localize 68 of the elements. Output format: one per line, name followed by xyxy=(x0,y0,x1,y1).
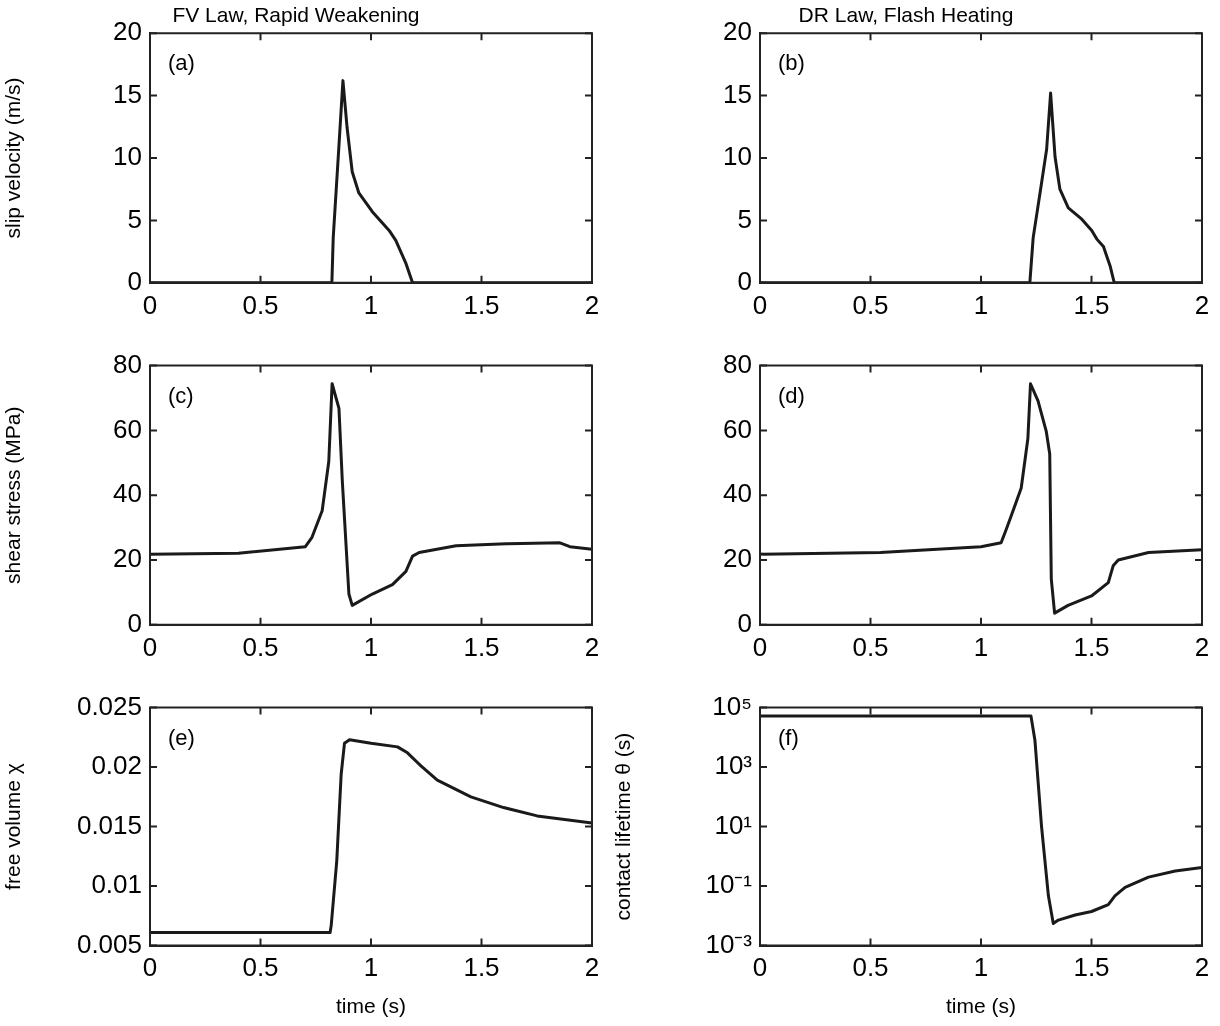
y-tick-label: 80 xyxy=(113,348,142,379)
y-tick-label: 80 xyxy=(723,348,752,379)
annotation: (c) xyxy=(168,382,194,408)
y-tick-label: 5 xyxy=(127,203,142,234)
annotation: (f) xyxy=(778,724,799,750)
annotation: (a) xyxy=(168,50,195,76)
x-tick-label: 1.5 xyxy=(1073,952,1110,983)
chart-title: DR Law, Flash Heating xyxy=(798,3,1014,27)
y-tick-label: 20 xyxy=(113,16,142,47)
x-axis-title: time (s) xyxy=(946,994,1016,1018)
x-tick-label: 1.5 xyxy=(463,631,500,662)
x-tick-label: 0.5 xyxy=(242,289,279,320)
y-tick-label: 0.005 xyxy=(76,928,142,959)
chart-title: FV Law, Rapid Weakening xyxy=(172,3,420,27)
y-tick-label: 0 xyxy=(127,265,142,296)
y-tick-label: 10⁻¹ xyxy=(705,869,753,900)
x-tick-label: 1 xyxy=(363,952,379,983)
x-axis-title: time (s) xyxy=(336,994,406,1018)
y-tick-label: 10⁻³ xyxy=(705,928,753,959)
x-tick-label: 1 xyxy=(973,952,989,983)
y-tick-label: 0 xyxy=(127,607,142,638)
annotation: (d) xyxy=(778,382,805,408)
x-tick-label: 2 xyxy=(1194,289,1210,320)
x-tick-label: 0.5 xyxy=(852,631,889,662)
y-axis-title: contact lifetime θ (s) xyxy=(611,732,635,921)
y-tick-label: 20 xyxy=(723,543,752,574)
y-tick-label: 15 xyxy=(723,78,752,109)
y-tick-label: 60 xyxy=(113,413,142,444)
y-axis-title: slip velocity (m/s) xyxy=(1,77,25,239)
x-tick-label: 0.5 xyxy=(242,952,279,983)
y-tick-label: 0.01 xyxy=(91,869,142,900)
y-tick-label: 10 xyxy=(723,141,752,172)
x-tick-label: 0.5 xyxy=(242,631,279,662)
y-tick-label: 0.02 xyxy=(91,750,142,781)
x-tick-label: 2 xyxy=(1194,631,1210,662)
y-tick-label: 10³ xyxy=(714,750,753,781)
y-tick-label: 40 xyxy=(723,478,752,509)
y-tick-label: 0.025 xyxy=(76,690,142,721)
y-tick-label: 40 xyxy=(113,478,142,509)
y-tick-label: 15 xyxy=(113,78,142,109)
x-tick-label: 1 xyxy=(363,631,379,662)
y-tick-label: 10¹ xyxy=(714,809,753,840)
x-tick-label: 2 xyxy=(584,952,600,983)
y-tick-label: 10 xyxy=(113,141,142,172)
y-tick-label: 0 xyxy=(737,607,752,638)
annotation: (e) xyxy=(168,724,195,750)
x-tick-label: 1.5 xyxy=(463,952,500,983)
y-tick-label: 0 xyxy=(737,265,752,296)
x-tick-label: 2 xyxy=(584,289,600,320)
x-tick-label: 1.5 xyxy=(463,289,500,320)
y-tick-label: 20 xyxy=(113,543,142,574)
x-tick-label: 1 xyxy=(973,289,989,320)
x-tick-label: 0.5 xyxy=(852,952,889,983)
y-axis-title: free volume χ xyxy=(1,763,25,890)
annotation: (b) xyxy=(778,50,805,76)
y-tick-label: 5 xyxy=(737,203,752,234)
x-tick-label: 1.5 xyxy=(1073,289,1110,320)
x-tick-label: 1 xyxy=(973,631,989,662)
y-tick-label: 0.015 xyxy=(76,809,142,840)
y-tick-label: 60 xyxy=(723,413,752,444)
y-tick-label: 20 xyxy=(723,16,752,47)
x-tick-label: 0.5 xyxy=(852,289,889,320)
y-tick-label: 10⁵ xyxy=(712,690,752,721)
x-tick-label: 1.5 xyxy=(1073,631,1110,662)
x-tick-label: 1 xyxy=(363,289,379,320)
y-axis-title: shear stress (MPa) xyxy=(1,406,25,584)
x-tick-label: 2 xyxy=(1194,952,1210,983)
x-tick-label: 2 xyxy=(584,631,600,662)
